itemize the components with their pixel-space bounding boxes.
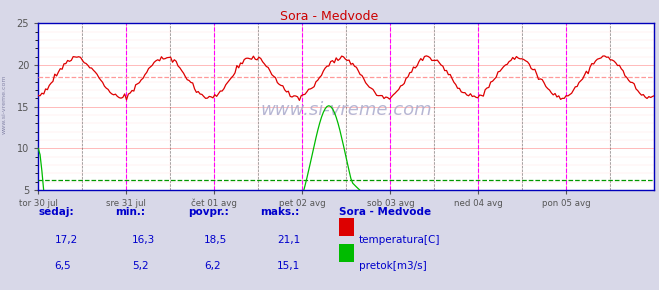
Text: 6,5: 6,5 [55,261,71,271]
Text: www.si-vreme.com: www.si-vreme.com [260,101,432,119]
Text: 6,2: 6,2 [204,261,221,271]
Text: min.:: min.: [115,207,146,217]
Text: 17,2: 17,2 [55,235,78,245]
Text: 21,1: 21,1 [277,235,300,245]
Text: temperatura[C]: temperatura[C] [359,235,441,245]
Text: 5,2: 5,2 [132,261,148,271]
Text: 18,5: 18,5 [204,235,227,245]
Text: Sora - Medvode: Sora - Medvode [280,10,379,23]
Text: pretok[m3/s]: pretok[m3/s] [359,261,427,271]
Text: www.si-vreme.com: www.si-vreme.com [2,75,7,134]
Text: 16,3: 16,3 [132,235,155,245]
Text: povpr.:: povpr.: [188,207,229,217]
Text: maks.:: maks.: [260,207,300,217]
Text: Sora - Medvode: Sora - Medvode [339,207,432,217]
Text: 15,1: 15,1 [277,261,300,271]
Text: sedaj:: sedaj: [38,207,74,217]
